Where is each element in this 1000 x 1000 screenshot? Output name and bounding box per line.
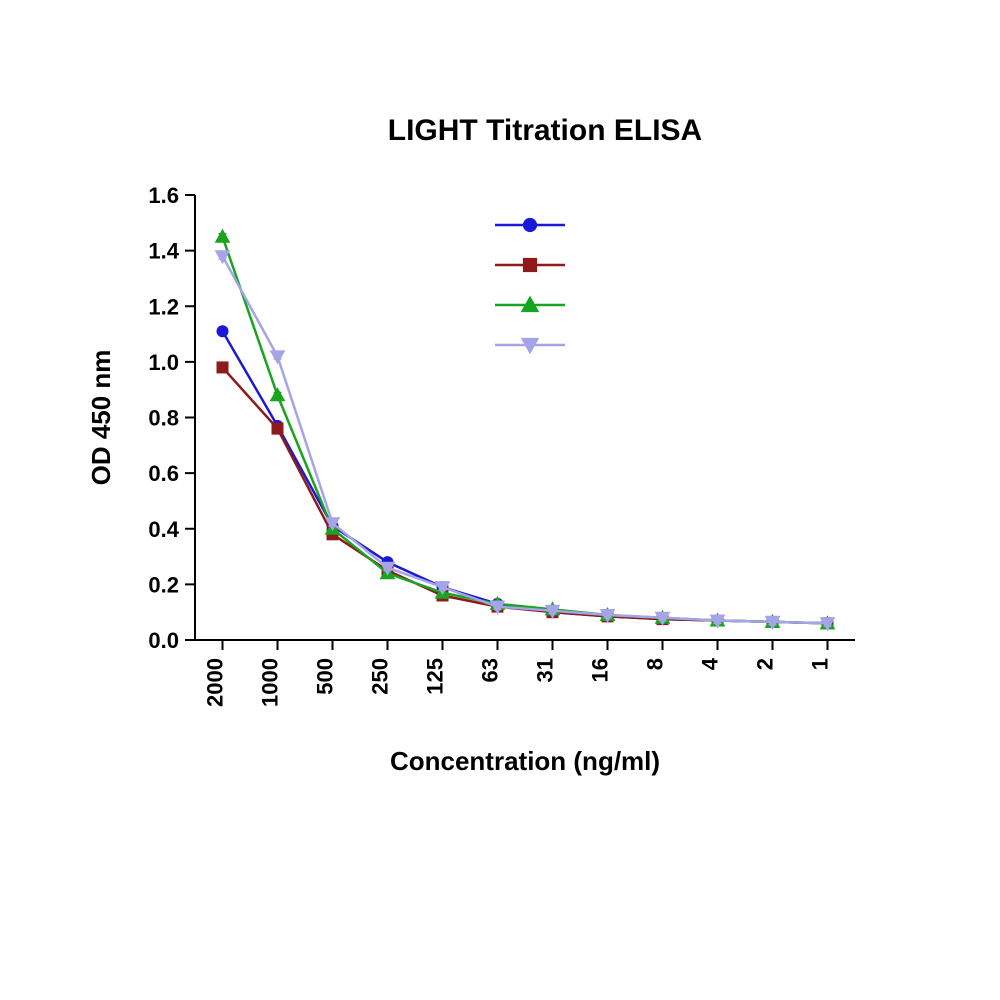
x-tick-label: 31 [533,658,558,682]
x-tick-label: 250 [368,658,393,695]
y-tick-label: 1.2 [148,294,179,319]
elisa-chart-svg: LIGHT Titration ELISA 0.0 0.2 0.4 0.6 0.8 1.0 1… [0,0,1000,1000]
y-tick-label: 0.6 [148,461,179,486]
legend-entry [495,258,565,271]
x-tick-label: 500 [313,658,338,695]
x-axis-title: Concentration (ng/ml) [390,746,660,776]
legend-entry [495,338,565,353]
y-tick-label: 1.6 [148,183,179,208]
x-tick-label: 63 [478,658,503,682]
x-tick-label: 2000 [203,658,228,707]
y-axis-title: OD 450 nm [86,350,116,486]
y-tick-label: 0.4 [148,517,179,542]
x-tick-label: 8 [643,658,668,670]
y-tick-label: 1.4 [148,239,179,264]
series-green [216,230,835,629]
x-tick-label: 125 [423,658,448,695]
series-red [217,362,833,629]
x-tick-label: 16 [588,658,613,682]
legend-entry [495,297,565,312]
chart-title: LIGHT Titration ELISA [388,114,702,147]
x-tick-label: 1 [808,658,833,670]
legend-entry [495,218,565,231]
y-tick-label: 0.8 [148,406,179,431]
y-tick-label: 1.0 [148,350,179,375]
series-blue [217,326,833,629]
y-tick-label: 0.0 [148,628,179,653]
y-tick-label: 0.2 [148,572,179,597]
x-tick-label: 1000 [258,658,283,707]
x-tick-label: 4 [698,657,723,670]
x-tick-label: 2 [753,658,778,670]
chart-container: LIGHT Titration ELISA 0.0 0.2 0.4 0.6 0.8 1.0 1… [0,0,1000,1000]
